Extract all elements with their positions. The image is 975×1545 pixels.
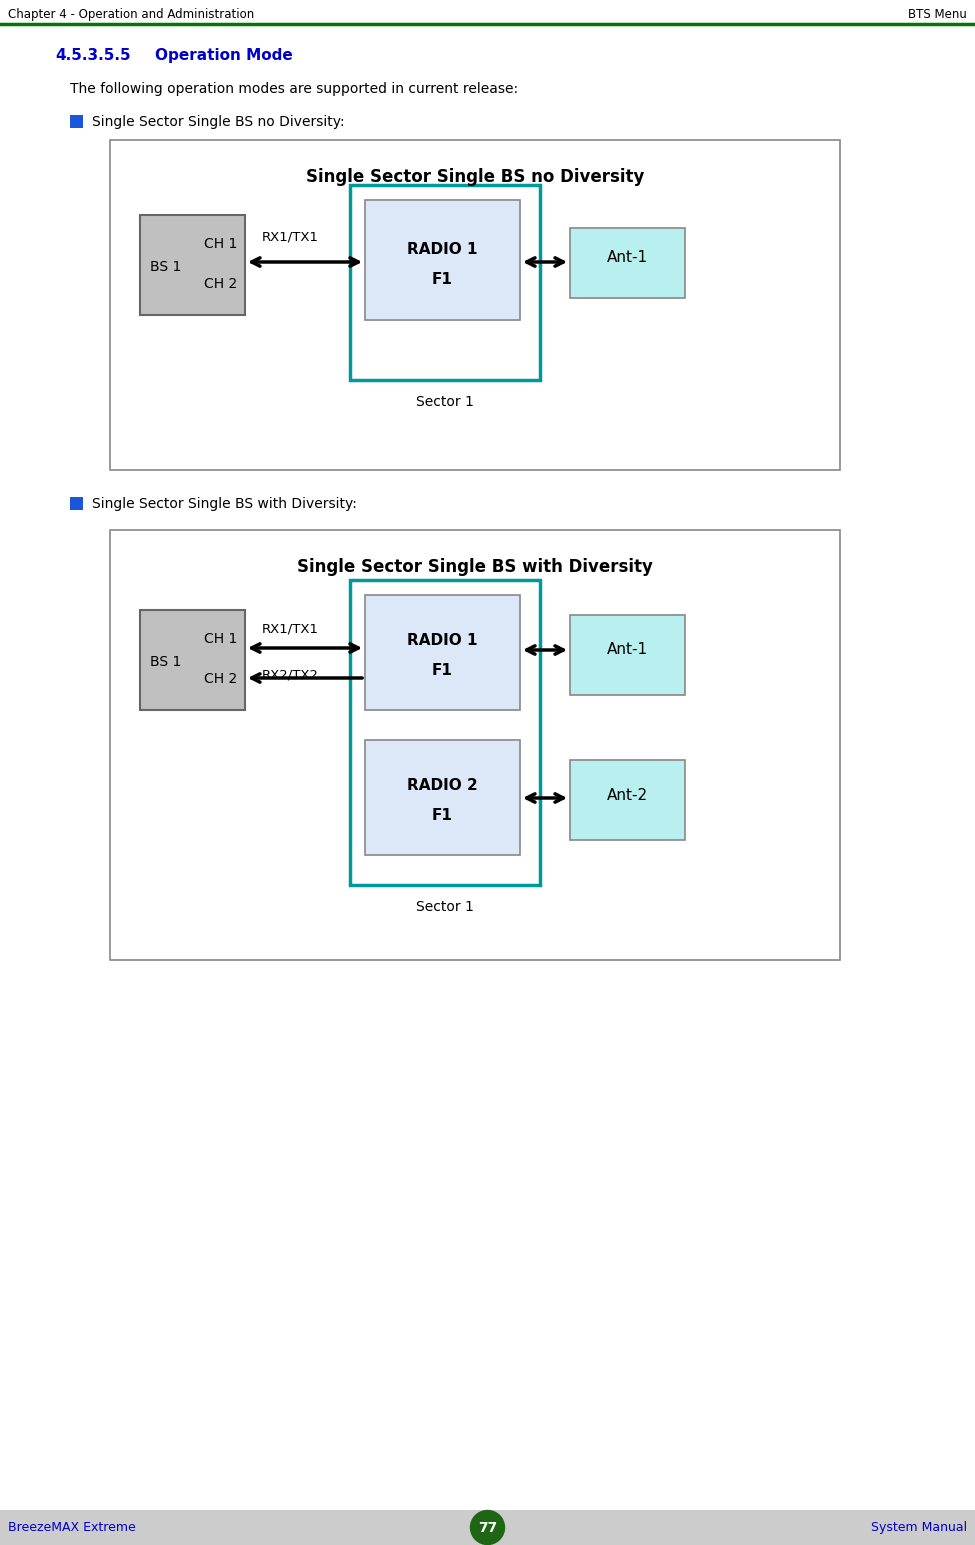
Text: The following operation modes are supported in current release:: The following operation modes are suppor… xyxy=(70,82,518,96)
Text: Single Sector Single BS no Diversity: Single Sector Single BS no Diversity xyxy=(306,168,644,185)
Text: Sector 1: Sector 1 xyxy=(416,396,474,409)
Bar xyxy=(365,595,520,711)
Bar xyxy=(140,215,245,315)
Bar xyxy=(570,229,685,298)
Text: CH 2: CH 2 xyxy=(204,277,237,290)
Text: BreezeMAX Extreme: BreezeMAX Extreme xyxy=(8,1520,136,1534)
Text: F1: F1 xyxy=(432,808,453,823)
Bar xyxy=(570,615,685,695)
Bar xyxy=(0,1509,975,1545)
Bar xyxy=(350,579,540,885)
Text: RX1/TX1: RX1/TX1 xyxy=(262,623,319,635)
Text: System Manual: System Manual xyxy=(871,1520,967,1534)
Text: F1: F1 xyxy=(432,663,453,678)
Bar xyxy=(140,610,245,711)
Text: Ant-1: Ant-1 xyxy=(606,250,648,266)
Text: RADIO 1: RADIO 1 xyxy=(408,633,478,647)
Text: RX2/TX2: RX2/TX2 xyxy=(262,667,319,681)
Bar xyxy=(70,497,83,510)
Text: RX1/TX1: RX1/TX1 xyxy=(262,230,319,243)
Text: Sector 1: Sector 1 xyxy=(416,901,474,915)
Text: RADIO 1: RADIO 1 xyxy=(408,243,478,256)
Bar xyxy=(70,114,83,128)
Bar xyxy=(110,141,840,470)
Text: BS 1: BS 1 xyxy=(150,655,181,669)
Circle shape xyxy=(471,1511,504,1545)
Bar xyxy=(365,199,520,320)
Bar xyxy=(350,185,540,380)
Bar xyxy=(110,530,840,959)
Text: Single Sector Single BS no Diversity:: Single Sector Single BS no Diversity: xyxy=(92,114,344,128)
Text: RADIO 2: RADIO 2 xyxy=(408,779,478,793)
Text: Operation Mode: Operation Mode xyxy=(155,48,292,63)
Text: Single Sector Single BS with Diversity: Single Sector Single BS with Diversity xyxy=(297,558,653,576)
Text: CH 1: CH 1 xyxy=(204,632,237,646)
Text: Ant-2: Ant-2 xyxy=(606,788,648,802)
Text: Ant-1: Ant-1 xyxy=(606,643,648,658)
Text: BTS Menu: BTS Menu xyxy=(908,8,967,22)
Bar xyxy=(570,760,685,840)
Text: 4.5.3.5.5: 4.5.3.5.5 xyxy=(55,48,131,63)
Text: F1: F1 xyxy=(432,272,453,287)
Text: CH 1: CH 1 xyxy=(204,236,237,250)
Bar xyxy=(365,740,520,854)
Text: BS 1: BS 1 xyxy=(150,260,181,273)
Text: Chapter 4 - Operation and Administration: Chapter 4 - Operation and Administration xyxy=(8,8,254,22)
Text: Single Sector Single BS with Diversity:: Single Sector Single BS with Diversity: xyxy=(92,497,357,511)
Text: 77: 77 xyxy=(478,1520,497,1534)
Text: CH 2: CH 2 xyxy=(204,672,237,686)
